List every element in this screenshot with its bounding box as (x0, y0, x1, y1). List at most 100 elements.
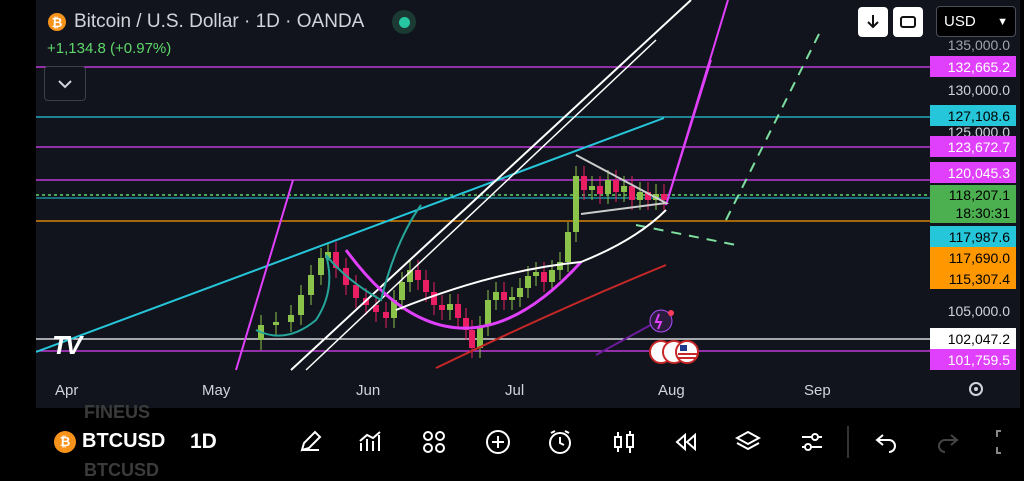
bar-countdown: 18:30:31 (955, 205, 1011, 221)
candle-body (645, 192, 651, 200)
candle-body (549, 270, 555, 282)
bottom-toolbar: FINEUS BTCUSD ₿ BTCUSD 1D (36, 402, 1024, 480)
dashed-projection (635, 224, 737, 246)
candle-body (661, 194, 667, 200)
trend-line (290, 0, 692, 371)
projection-line (665, 59, 712, 206)
price-tick: 130,000.0 (947, 82, 1010, 98)
download-button[interactable] (858, 7, 888, 37)
trend-line (305, 39, 657, 371)
ghost-symbol: FINEUS (84, 402, 151, 422)
chart-type-icon (614, 431, 634, 453)
last-price-value: 118,207.1 (948, 187, 1010, 203)
candle-body (597, 186, 603, 194)
indicators-button[interactable] (354, 426, 386, 458)
left-edge (0, 0, 36, 473)
last-price-tag: 118,207.1 18:30:31 (930, 185, 1016, 223)
candle-body (637, 192, 643, 200)
draw-icon (300, 430, 322, 452)
price-level-tag: 117,987.6 (930, 226, 1016, 247)
price-chart-canvas[interactable] (36, 0, 1020, 408)
expand-icon (996, 430, 1001, 454)
indicators-icon (359, 431, 381, 451)
symbol-title[interactable]: Bitcoin / U.S. Dollar · 1D · OANDA (74, 11, 365, 32)
candle-body (407, 270, 413, 282)
currency-value: USD (944, 13, 976, 30)
candle-body (298, 295, 304, 315)
arrow-down-icon (867, 15, 879, 29)
layers-button[interactable] (732, 426, 764, 458)
chart-pane[interactable]: ₿ Bitcoin / U.S. Dollar · 1D · OANDA +1,… (36, 0, 1020, 408)
candle-body (621, 186, 627, 192)
chevron-down-icon: ▼ (997, 15, 1008, 28)
price-level-tag: 120,045.3 (930, 162, 1016, 183)
candle-body (383, 312, 389, 318)
candle-body (485, 300, 491, 326)
candle-body (565, 232, 571, 262)
trend-line (595, 321, 657, 356)
bitcoin-logo-icon: ₿ (48, 13, 66, 31)
bitcoin-logo-icon: ₿ (54, 430, 76, 453)
market-status-icon[interactable] (392, 10, 417, 34)
candle-body (431, 292, 437, 305)
candle-body (629, 186, 635, 200)
time-label-apr: Apr (55, 382, 79, 399)
price-level-tag: 127,108.6 (930, 105, 1016, 126)
candle-body (541, 272, 547, 282)
candle-body (581, 176, 587, 190)
settings-button[interactable] (796, 426, 828, 458)
time-label-sep: Sep (804, 382, 831, 399)
toolbar-divider (847, 426, 849, 458)
fullscreen-button[interactable] (893, 7, 923, 37)
candle-body (308, 275, 314, 295)
trend-line (36, 117, 665, 353)
scale-settings-button[interactable] (966, 379, 986, 404)
candle-body (325, 252, 331, 258)
ai-sparkle-icon[interactable] (644, 308, 674, 334)
ghost-symbol: BTCUSD (84, 460, 159, 480)
candle-body (477, 326, 483, 348)
cup-curve (344, 249, 583, 330)
price-level-tag: 115,307.4 (930, 268, 1016, 289)
chevron-down-icon (58, 79, 72, 88)
candle-body (455, 304, 461, 318)
price-tick: 105,000.0 (947, 303, 1010, 319)
candle-body (273, 322, 279, 325)
redo-button[interactable] (932, 426, 964, 458)
candle-body (463, 318, 469, 330)
candle-body (373, 305, 379, 312)
moving-average (395, 209, 667, 311)
candle-body (589, 186, 595, 190)
draw-tool-button[interactable] (294, 426, 326, 458)
pennant (575, 154, 670, 215)
candle-body (613, 180, 619, 192)
price-change: +1,134.8 (+0.97%) (47, 40, 172, 57)
alert-button[interactable] (544, 426, 576, 458)
symbol-header: ₿ Bitcoin / U.S. Dollar · 1D · OANDA (48, 10, 417, 34)
templates-button[interactable] (418, 426, 450, 458)
chart-type-button[interactable] (608, 426, 640, 458)
add-button[interactable] (482, 426, 514, 458)
candle-body (605, 180, 611, 194)
candle-body (415, 270, 421, 280)
candle-body (517, 288, 523, 297)
price-level-tag: 102,047.2 (930, 328, 1016, 349)
candle-body (573, 176, 579, 232)
currency-select[interactable]: USD ▼ (936, 6, 1016, 37)
candle-body (557, 262, 563, 270)
templates-icon (423, 431, 445, 453)
symbol-button[interactable]: ₿ BTCUSD (54, 430, 165, 453)
candle-body (533, 272, 539, 276)
economic-events-icon[interactable] (649, 340, 699, 364)
timeframe-button[interactable]: 1D (190, 430, 217, 453)
price-level-tag: 117,690.0 (930, 247, 1016, 268)
time-label-jun: Jun (356, 382, 381, 399)
candle-body (333, 252, 339, 268)
candle-body (288, 315, 294, 322)
undo-button[interactable] (870, 426, 902, 458)
replay-button[interactable] (670, 426, 702, 458)
toolbar-more-button[interactable] (990, 426, 1022, 458)
collapse-legend-button[interactable] (44, 66, 86, 101)
time-label-jul: Jul (505, 382, 525, 399)
price-level-tag: 123,672.7 (930, 136, 1016, 157)
